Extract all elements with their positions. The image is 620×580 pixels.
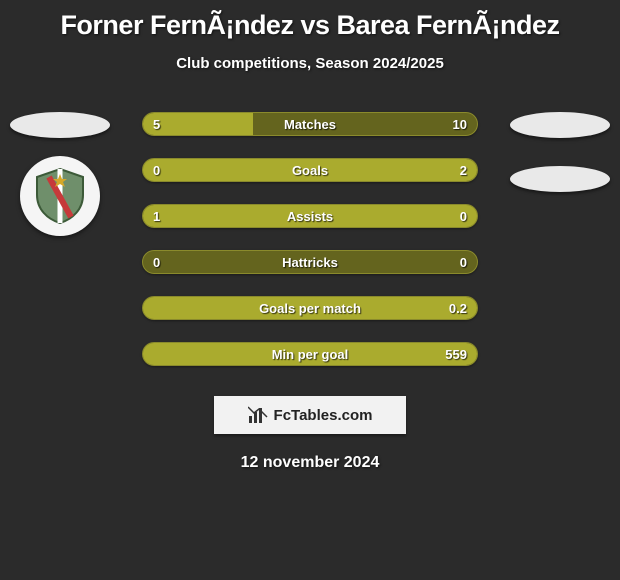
stat-row: Min per goal559	[142, 342, 478, 366]
stat-row: 0Goals2	[142, 158, 478, 182]
bar-chart-icon	[248, 405, 268, 425]
comparison-content: 5Matches100Goals21Assists00Hattricks0Goa…	[0, 112, 620, 472]
brand-text: FcTables.com	[274, 407, 373, 424]
player-right-placeholder-1	[510, 112, 610, 138]
stat-label: Min per goal	[143, 343, 477, 366]
player-left-placeholder	[10, 112, 110, 138]
stat-right-value: 0	[460, 251, 467, 274]
right-player-column	[510, 112, 610, 192]
stat-row: Goals per match0.2	[142, 296, 478, 320]
player-right-placeholder-2	[510, 166, 610, 192]
player-left-club-logo	[20, 156, 100, 236]
stat-right-value: 559	[445, 343, 467, 366]
page-title: Forner FernÃ¡ndez vs Barea FernÃ¡ndez	[0, 0, 620, 41]
stat-row: 0Hattricks0	[142, 250, 478, 274]
left-player-column	[10, 112, 110, 236]
stat-right-value: 0.2	[449, 297, 467, 320]
stat-right-value: 0	[460, 205, 467, 228]
stat-right-value: 10	[453, 113, 467, 136]
stat-label: Goals	[143, 159, 477, 182]
stat-right-value: 2	[460, 159, 467, 182]
date-line: 12 november 2024	[0, 454, 620, 472]
brand-box: FcTables.com	[214, 396, 406, 434]
subtitle: Club competitions, Season 2024/2025	[0, 55, 620, 72]
stat-label: Matches	[143, 113, 477, 136]
stat-label: Goals per match	[143, 297, 477, 320]
stat-label: Assists	[143, 205, 477, 228]
comparison-bars: 5Matches100Goals21Assists00Hattricks0Goa…	[142, 112, 478, 366]
stat-row: 5Matches10	[142, 112, 478, 136]
shield-icon	[29, 165, 91, 227]
stat-row: 1Assists0	[142, 204, 478, 228]
stat-label: Hattricks	[143, 251, 477, 274]
